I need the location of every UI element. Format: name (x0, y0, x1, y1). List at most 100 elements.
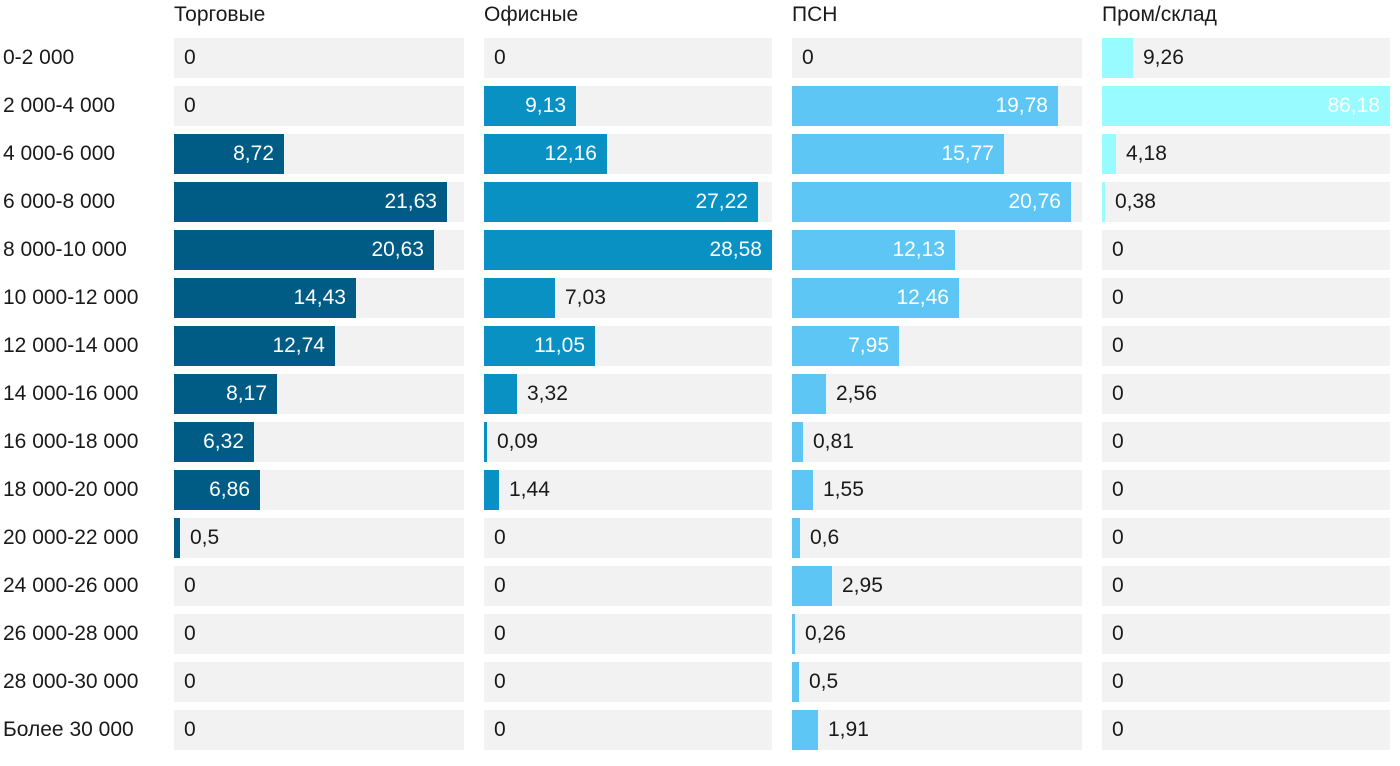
category-label: 12 000-14 000 (3, 334, 139, 357)
bar (792, 470, 813, 510)
bar (484, 86, 576, 126)
bar-track: 0 (1102, 422, 1390, 462)
category-label: 14 000-16 000 (3, 382, 139, 405)
data-label: 20,76 (1008, 190, 1061, 213)
bar-track: 7,03 (484, 278, 772, 318)
bar-track: 21,63 (174, 182, 464, 222)
data-label: 8,17 (226, 382, 267, 405)
bar (792, 614, 795, 654)
bar (174, 326, 335, 366)
bar (792, 182, 1071, 222)
bar (792, 230, 955, 270)
bar-track: 0 (1102, 662, 1390, 702)
category-label: 6 000-8 000 (3, 190, 116, 213)
bar-track: 0 (1102, 710, 1390, 750)
data-label: 0 (1112, 718, 1124, 741)
data-label: 0 (184, 622, 196, 645)
bar-track: 1,55 (792, 470, 1082, 510)
data-label: 0 (494, 718, 506, 741)
bar-track: 9,26 (1102, 38, 1390, 78)
bar-track: 0,38 (1102, 182, 1390, 222)
bar (484, 326, 595, 366)
category-label: 18 000-20 000 (3, 478, 139, 501)
bar (792, 134, 1004, 174)
data-label: 15,77 (941, 142, 994, 165)
bar-track: 0,26 (792, 614, 1082, 654)
bar-track: 28,58 (484, 230, 772, 270)
category-label: 24 000-26 000 (3, 574, 139, 597)
bar (174, 470, 260, 510)
data-label: 1,44 (509, 478, 550, 501)
bar-track: 0,81 (792, 422, 1082, 462)
bar-track: 12,74 (174, 326, 464, 366)
bar-track: 12,46 (792, 278, 1082, 318)
bar (484, 134, 607, 174)
bar (1102, 134, 1116, 174)
bar-track: 15,77 (792, 134, 1082, 174)
bar-track: 8,17 (174, 374, 464, 414)
bar-track: 0 (1102, 470, 1390, 510)
bar-track: 12,16 (484, 134, 772, 174)
bar-track: 0 (174, 86, 464, 126)
data-label: 0 (1112, 286, 1124, 309)
bar-track: 27,22 (484, 182, 772, 222)
data-label: 0,6 (810, 526, 840, 549)
data-label: 9,13 (525, 94, 566, 117)
data-label: 0 (184, 94, 196, 117)
category-label: 4 000-6 000 (3, 142, 116, 165)
data-label: 2,95 (842, 574, 883, 597)
bar (484, 470, 499, 510)
bar-track: 0 (174, 614, 464, 654)
bar (174, 182, 447, 222)
bar (1102, 86, 1390, 126)
data-label: 0 (494, 574, 506, 597)
bar (792, 662, 799, 702)
data-label: 6,32 (203, 430, 244, 453)
data-label: 12,13 (892, 238, 945, 261)
bar (792, 566, 832, 606)
bar (484, 230, 772, 270)
bar (484, 182, 758, 222)
category-label: 0-2 000 (3, 46, 75, 69)
bar-track: 8,72 (174, 134, 464, 174)
data-label: 1,55 (823, 478, 864, 501)
bar-track: 0 (484, 566, 772, 606)
bar-track: 2,95 (792, 566, 1082, 606)
data-label: 0 (494, 622, 506, 645)
bar-track: 0 (174, 710, 464, 750)
data-label: 0 (1112, 622, 1124, 645)
data-label: 9,26 (1143, 46, 1184, 69)
data-label: 7,95 (848, 334, 889, 357)
bar-track: 0 (1102, 230, 1390, 270)
data-label: 0,5 (809, 670, 839, 693)
bar (484, 422, 487, 462)
panel-title: ПСН (792, 3, 838, 26)
bar-track: 12,13 (792, 230, 1082, 270)
panel-title: Торговые (174, 3, 266, 26)
bar (792, 86, 1058, 126)
bar (174, 230, 434, 270)
bar-track: 0,5 (174, 518, 464, 558)
bar-track: 0 (1102, 326, 1390, 366)
data-label: 86,18 (1327, 94, 1380, 117)
bar-track: 0 (484, 710, 772, 750)
data-label: 0 (1112, 238, 1124, 261)
data-label: 28,58 (709, 238, 762, 261)
bar-track: 7,95 (792, 326, 1082, 366)
bar (484, 374, 517, 414)
bar (174, 518, 180, 558)
data-label: 12,16 (544, 142, 597, 165)
bar-track: 0 (1102, 518, 1390, 558)
bar-track: 0 (174, 662, 464, 702)
data-label: 0 (494, 670, 506, 693)
bar-track: 0 (484, 614, 772, 654)
bar (792, 326, 899, 366)
bar-track: 19,78 (792, 86, 1082, 126)
data-label: 0 (184, 46, 196, 69)
bar (792, 374, 826, 414)
bar-track: 0 (484, 518, 772, 558)
bar-track: 0 (174, 566, 464, 606)
data-label: 1,91 (828, 718, 869, 741)
bar (174, 374, 277, 414)
